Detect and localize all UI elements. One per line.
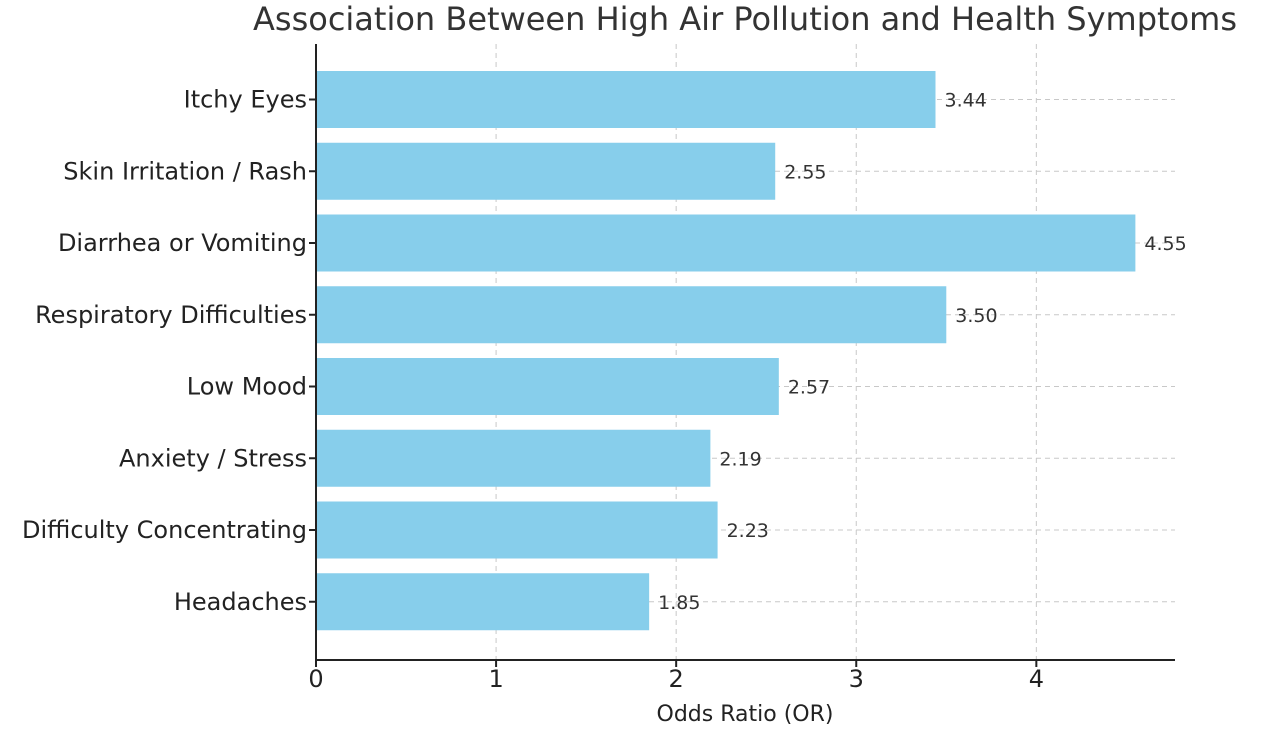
bar-1 — [316, 142, 776, 200]
category-label-7: Headaches — [174, 588, 307, 616]
x-tick-label-0: 0 — [308, 665, 323, 693]
x-axis-title: Odds Ratio (OR) — [657, 702, 834, 727]
chart-title: Association Between High Air Pollution a… — [253, 0, 1237, 38]
value-label-2: 4.55 — [1144, 233, 1186, 255]
value-label-6: 2.23 — [727, 520, 769, 542]
value-labels: 3.44 2.55 4.55 3.50 2.57 2.19 2.23 1.85 — [658, 90, 1187, 614]
value-label-7: 1.85 — [658, 592, 700, 614]
x-tick-label-2: 2 — [669, 665, 684, 693]
bars — [316, 71, 1136, 631]
x-tick-label-4: 4 — [1029, 665, 1044, 693]
x-tick-label-3: 3 — [849, 665, 864, 693]
category-label-4: Low Mood — [187, 373, 307, 401]
value-label-5: 2.19 — [719, 448, 761, 470]
x-tick-label-1: 1 — [488, 665, 503, 693]
bar-5 — [316, 429, 711, 487]
category-label-3: Respiratory Difficulties — [35, 301, 307, 329]
category-labels: Itchy Eyes Skin Irritation / Rash Diarrhea… — [22, 86, 316, 616]
value-label-1: 2.55 — [784, 161, 826, 183]
category-label-2: Diarrhea or Vomiting — [58, 229, 307, 257]
category-label-0: Itchy Eyes — [184, 86, 307, 114]
bar-4 — [316, 358, 779, 415]
bar-6 — [316, 501, 718, 559]
value-label-4: 2.57 — [788, 377, 830, 399]
bar-0 — [316, 71, 936, 128]
axes — [315, 44, 1175, 661]
category-label-6: Difficulty Concentrating — [22, 516, 307, 544]
bar-3 — [316, 286, 947, 344]
bar-7 — [316, 573, 650, 631]
category-label-5: Anxiety / Stress — [119, 444, 307, 472]
x-tick-labels: 0 1 2 3 4 — [308, 665, 1044, 693]
value-label-3: 3.50 — [955, 305, 997, 327]
value-label-0: 3.44 — [944, 90, 986, 112]
category-label-1: Skin Irritation / Rash — [63, 157, 307, 185]
bar-2 — [316, 214, 1136, 272]
